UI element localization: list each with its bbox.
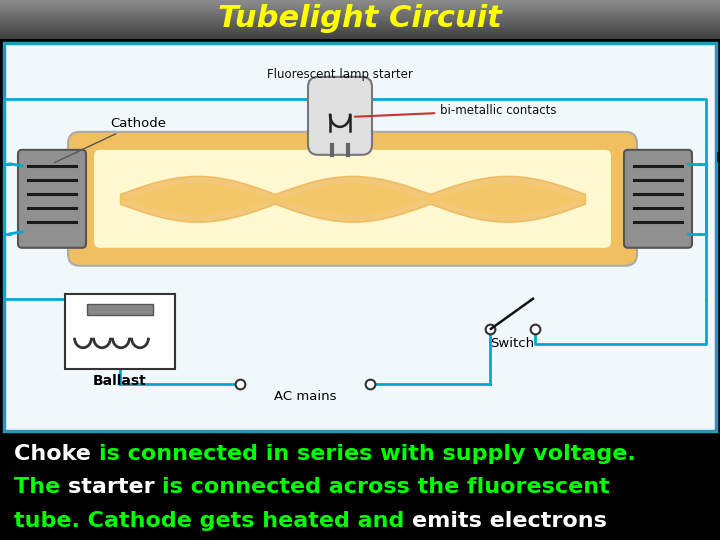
FancyBboxPatch shape bbox=[624, 150, 692, 248]
Text: bi-pin: bi-pin bbox=[716, 152, 720, 165]
Text: Choke: Choke bbox=[14, 444, 99, 464]
Text: Ballast: Ballast bbox=[93, 374, 147, 388]
Text: Fluorescent lamp starter: Fluorescent lamp starter bbox=[267, 69, 413, 82]
FancyBboxPatch shape bbox=[4, 43, 716, 431]
Text: Cathode: Cathode bbox=[55, 117, 166, 163]
FancyBboxPatch shape bbox=[65, 294, 175, 369]
Text: tube. Cathode gets heated and: tube. Cathode gets heated and bbox=[14, 511, 412, 531]
Bar bbox=[87, 304, 153, 315]
Text: Tubelight Circuit: Tubelight Circuit bbox=[218, 4, 502, 33]
FancyBboxPatch shape bbox=[18, 150, 86, 248]
Text: is connected across the fluorescent: is connected across the fluorescent bbox=[163, 477, 610, 497]
FancyBboxPatch shape bbox=[94, 150, 611, 248]
Text: AC mains: AC mains bbox=[274, 390, 336, 403]
FancyBboxPatch shape bbox=[68, 132, 637, 266]
Text: The: The bbox=[14, 477, 68, 497]
Text: is connected in series with supply voltage.: is connected in series with supply volta… bbox=[99, 444, 635, 464]
Text: bi-metallic contacts: bi-metallic contacts bbox=[355, 104, 557, 117]
Text: emits electrons: emits electrons bbox=[412, 511, 607, 531]
Text: Switch: Switch bbox=[490, 337, 534, 350]
FancyBboxPatch shape bbox=[308, 77, 372, 155]
Text: starter: starter bbox=[68, 477, 163, 497]
